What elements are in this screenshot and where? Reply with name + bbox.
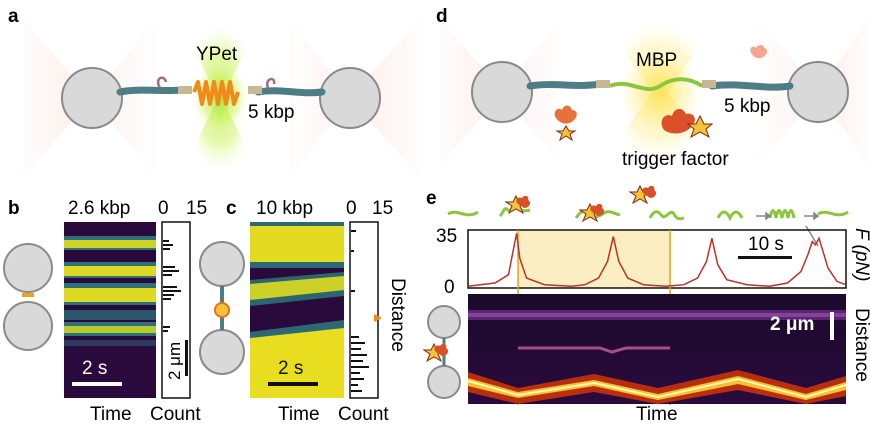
bead-c-top [199, 241, 245, 287]
force-plot-frame [467, 229, 847, 289]
bead-c-bottom [199, 329, 245, 375]
panel-a-letter: a [8, 6, 19, 27]
kymograph-e [467, 294, 847, 404]
trigger-factor-free-right [750, 45, 767, 59]
length-label-b: 2.6 kbp [68, 198, 130, 219]
length-label-c: 10 kbp [256, 198, 313, 219]
ypet-label: YPet [196, 44, 238, 65]
laser-cone-left [22, 18, 92, 178]
histogram-b-bars [163, 240, 181, 332]
force-tick-min: 0 [444, 277, 455, 298]
ypet-protein [192, 80, 240, 106]
histogram-c-bars [351, 230, 369, 392]
trigger-factor-e-1 [516, 195, 531, 208]
bead-b-top [3, 243, 53, 293]
panel-c: c 10 kbp 0 15 2 s Distance [199, 198, 408, 425]
distance-scale-bar-b [185, 340, 188, 376]
ypet-b [22, 293, 34, 297]
bead-b-bottom [3, 301, 53, 351]
highlight-region [518, 230, 670, 288]
force-trace-plot [468, 233, 846, 288]
time-scale-label-c: 2 s [278, 358, 303, 379]
time-scale-bar-b [72, 382, 122, 386]
distance-scale-bar-e [830, 312, 834, 340]
mbp-unfolded-chain [609, 77, 704, 92]
trigger-factor-free-left [554, 105, 577, 124]
hist-tick-max-c: 15 [372, 198, 393, 219]
histogram-c-frame [349, 221, 379, 399]
x-label-e: Time [636, 404, 678, 425]
trigger-factor-e-schematic [434, 343, 449, 356]
handle-d-left [596, 80, 610, 88]
dna-length-label-d: 5 kbp [724, 96, 770, 117]
panel-e-letter: e [426, 188, 437, 209]
dna-d-left [526, 80, 604, 90]
bead-left [61, 67, 123, 129]
hist-x-label-b: Count [150, 404, 201, 425]
x-label-b: Time [90, 404, 132, 425]
trigger-factor-label: trigger factor [622, 149, 729, 170]
dna-loop-right [265, 77, 276, 89]
state-icons [447, 203, 849, 222]
panel-a: a YPet 5 kbp [8, 6, 420, 178]
hist-tick-min-b: 0 [158, 198, 169, 219]
dna-right [254, 87, 326, 97]
kymograph-c [250, 222, 344, 398]
time-scale-label-b: 2 s [82, 358, 107, 379]
time-scale-bar-c [268, 382, 318, 386]
panel-b-letter: b [8, 198, 20, 219]
force-tick-max: 35 [436, 226, 457, 247]
bead-d-right [787, 61, 849, 123]
panel-d-letter: d [436, 6, 448, 27]
distance-scale-label-b: 2 μm [165, 342, 184, 380]
time-scale-bar-e [738, 256, 792, 259]
y-label-e: Distance [851, 308, 870, 382]
dna-length-label-a: 5 kbp [248, 102, 294, 123]
state-unfolded-1 [447, 210, 479, 217]
state-unfolded-2 [817, 210, 849, 217]
force-trace [468, 233, 846, 288]
marker-triangle-c [374, 314, 382, 322]
state-folded [768, 209, 796, 219]
hist-tick-max-b: 15 [186, 198, 207, 219]
panel-d: d MBP 5 kbp trigger factor [436, 6, 868, 170]
trigger-factor-e-2 [590, 203, 605, 216]
hist-tick-min-c: 0 [346, 198, 357, 219]
state-refolding [716, 210, 744, 222]
bead-e-top [427, 305, 461, 339]
trigger-factor-bound [661, 108, 695, 134]
state-release [648, 210, 685, 221]
kymograph-b [64, 222, 156, 398]
laser-cone-left-b [92, 20, 155, 176]
laser-cone-right [350, 18, 420, 178]
bead-e-bottom [427, 365, 461, 399]
dna-loop-left [156, 76, 168, 89]
mbp-label: MBP [636, 50, 677, 71]
panel-b: b 2.6 kbp 0 15 2 s [3, 198, 207, 425]
distance-scale-label-e: 2 μm [770, 314, 814, 335]
dye-star-bound [686, 114, 714, 139]
dye-star-free-left [555, 125, 577, 142]
ypet-c [214, 302, 230, 318]
y-label-c: Distance [387, 278, 408, 352]
x-label-c: Time [278, 404, 320, 425]
dna-left [116, 86, 186, 96]
bead-right [319, 67, 381, 129]
panel-e: e 35 0 F (pN) [422, 184, 870, 425]
handle-right [248, 86, 262, 94]
bead-d-left [471, 61, 533, 123]
handle-left [178, 86, 192, 94]
dna-d-right [708, 81, 794, 91]
hist-x-label-c: Count [338, 404, 389, 425]
time-scale-label-e: 10 s [748, 234, 784, 255]
handle-d-right [702, 80, 716, 88]
force-axis-label: F (pN) [851, 228, 870, 281]
panel-c-letter: c [226, 198, 237, 219]
trigger-factor-e-3 [642, 185, 657, 198]
